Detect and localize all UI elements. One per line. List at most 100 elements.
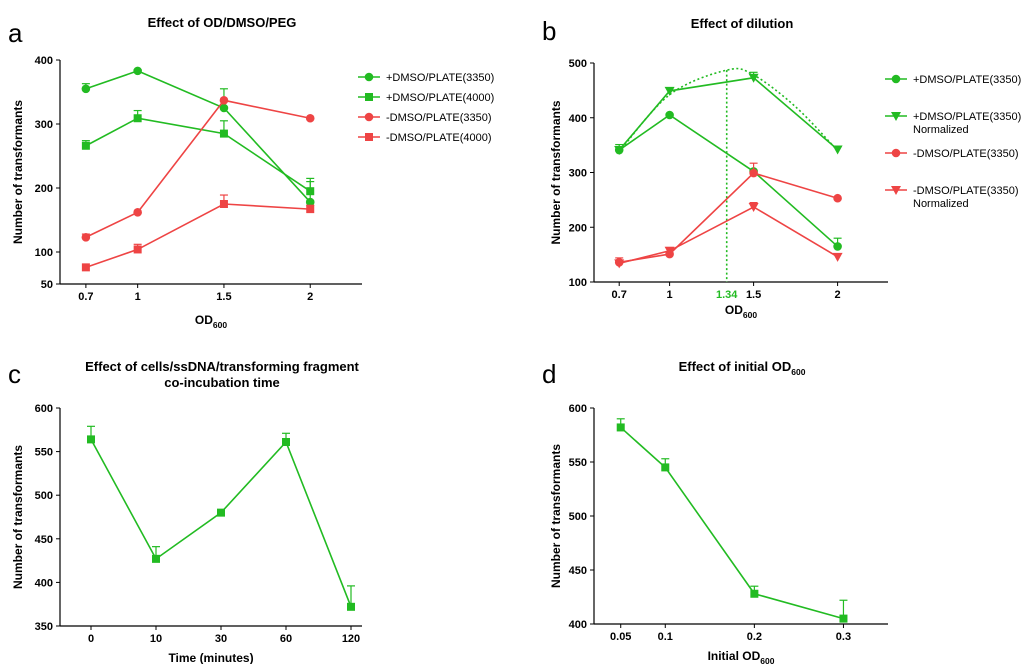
y-tick-label: 400 bbox=[569, 113, 587, 125]
data-point bbox=[219, 103, 229, 113]
x-tick-label: 1 bbox=[135, 291, 141, 303]
legend-item: +DMSO/PLATE(3350) bbox=[358, 72, 494, 84]
data-point bbox=[833, 193, 842, 203]
data-point bbox=[664, 246, 675, 256]
legend-label: -DMSO/PLATE(3350) bbox=[386, 112, 492, 124]
series-line bbox=[618, 114, 839, 248]
legend-item: +DMSO/PLATE(4000) bbox=[358, 92, 494, 104]
y-tick-label: 500 bbox=[569, 58, 587, 70]
chart-title-main: Effect of initial OD bbox=[679, 359, 792, 374]
data-point bbox=[748, 73, 759, 83]
data-point bbox=[306, 205, 315, 214]
series-line bbox=[85, 203, 311, 269]
data-point bbox=[217, 508, 225, 517]
legend-swatch-marker bbox=[365, 133, 373, 141]
series-line bbox=[85, 117, 311, 192]
data-point bbox=[133, 114, 142, 123]
data-point bbox=[305, 113, 315, 123]
x-tick-label: 60 bbox=[280, 633, 292, 645]
chart-title-main: Effect of dilution bbox=[691, 16, 794, 31]
y-tick-label: 450 bbox=[569, 565, 587, 577]
x-tick-label: 0.3 bbox=[836, 631, 851, 643]
legend-swatch-marker bbox=[891, 112, 901, 121]
series-1 bbox=[81, 66, 315, 207]
series-4 bbox=[614, 202, 843, 269]
x-axis-label-main: OD bbox=[195, 313, 213, 327]
legend-label: -DMSO/PLATE(3350) bbox=[913, 185, 1019, 197]
data-point bbox=[664, 86, 675, 96]
y-tick-label: 100 bbox=[569, 277, 587, 289]
legend-item: +DMSO/PLATE(3350) bbox=[885, 74, 1021, 86]
x-tick-label: 0.7 bbox=[612, 289, 627, 301]
panel-letter: b bbox=[542, 16, 556, 46]
x-axis-label-main: Time (minutes) bbox=[168, 651, 253, 664]
chart-title-subscript: 600 bbox=[791, 367, 805, 377]
x-axis-label: OD600 bbox=[195, 313, 227, 330]
data-point bbox=[614, 259, 625, 269]
legend-label-line2: Normalized bbox=[913, 124, 969, 136]
data-point bbox=[748, 202, 759, 212]
data-point bbox=[133, 245, 142, 254]
data-point bbox=[81, 263, 90, 272]
x-tick-label: 10 bbox=[150, 633, 162, 645]
legend-swatch-marker bbox=[891, 148, 901, 158]
series-line bbox=[90, 439, 352, 608]
series-line bbox=[620, 426, 844, 620]
data-point bbox=[152, 554, 160, 563]
x-axis-label-main: Initial OD bbox=[708, 649, 761, 663]
y-axis-label: Number of transformants bbox=[11, 100, 25, 244]
x-axis-label: Time (minutes) bbox=[168, 651, 253, 664]
data-point bbox=[219, 129, 228, 138]
series-line bbox=[618, 76, 839, 151]
y-tick-label: 550 bbox=[569, 457, 587, 469]
x-axis-label: OD600 bbox=[725, 303, 757, 320]
legend-swatch-marker bbox=[364, 112, 374, 122]
x-tick-label: 0.1 bbox=[658, 631, 673, 643]
series-2 bbox=[81, 109, 315, 196]
legend-label: +DMSO/PLATE(3350) bbox=[913, 74, 1021, 86]
legend-label: +DMSO/PLATE(4000) bbox=[386, 92, 494, 104]
y-tick-label: 300 bbox=[35, 119, 53, 131]
chart-title: Effect of OD/DMSO/PEG bbox=[148, 15, 297, 30]
chart-panel-c: c Effect of cells/ssDNA/transforming frag… bbox=[8, 359, 362, 664]
series-4 bbox=[81, 194, 315, 272]
y-axis-label: Number of transformants bbox=[11, 445, 25, 589]
y-tick-label: 100 bbox=[35, 247, 53, 259]
chart-title: Effect of cells/ssDNA/transforming fragm… bbox=[85, 359, 359, 374]
data-point bbox=[347, 602, 355, 611]
legend-label: -DMSO/PLATE(4000) bbox=[386, 132, 492, 144]
legend-item: -DMSO/PLATE(4000) bbox=[358, 132, 492, 144]
x-axis-label-main: OD bbox=[725, 303, 743, 317]
y-tick-label: 200 bbox=[35, 183, 53, 195]
legend-label: +DMSO/PLATE(3350) bbox=[386, 72, 494, 84]
data-point bbox=[219, 200, 228, 208]
x-tick-label: 2 bbox=[307, 291, 313, 303]
x-tick-label: 0.7 bbox=[78, 291, 93, 303]
y-tick-label: 500 bbox=[35, 490, 53, 502]
data-point bbox=[87, 435, 95, 444]
legend-swatch-marker bbox=[364, 72, 374, 82]
x-tick-label: 2 bbox=[835, 289, 841, 301]
legend-item: -DMSO/PLATE(3350) bbox=[358, 112, 492, 124]
legend: +DMSO/PLATE(3350) +DMSO/PLATE(4000) -DMSO/… bbox=[358, 72, 494, 144]
x-tick-label: 0.05 bbox=[610, 631, 631, 643]
y-tick-label: 400 bbox=[569, 619, 587, 631]
data-point bbox=[81, 84, 91, 94]
data-point bbox=[665, 110, 674, 120]
series-1 bbox=[87, 425, 355, 611]
data-point bbox=[133, 208, 142, 217]
y-tick-label: 450 bbox=[35, 534, 53, 546]
y-axis-label: Number of transformants bbox=[549, 100, 563, 244]
data-point bbox=[839, 614, 848, 623]
y-tick-label: 300 bbox=[569, 168, 587, 180]
data-point bbox=[749, 168, 758, 178]
x-tick-label: 0.2 bbox=[747, 631, 762, 643]
chart-panel-d: d Effect of initial OD6004004505005506000… bbox=[542, 359, 888, 664]
x-axis-label-subscript: 600 bbox=[760, 656, 774, 664]
y-tick-label: 600 bbox=[569, 403, 587, 415]
data-point bbox=[305, 197, 315, 207]
data-point bbox=[614, 146, 625, 156]
chart-panel-a: a Effect of OD/DMSO/PEG 50 100 200 300 400 0.7 1… bbox=[8, 15, 494, 330]
y-tick-label: 350 bbox=[35, 621, 53, 633]
